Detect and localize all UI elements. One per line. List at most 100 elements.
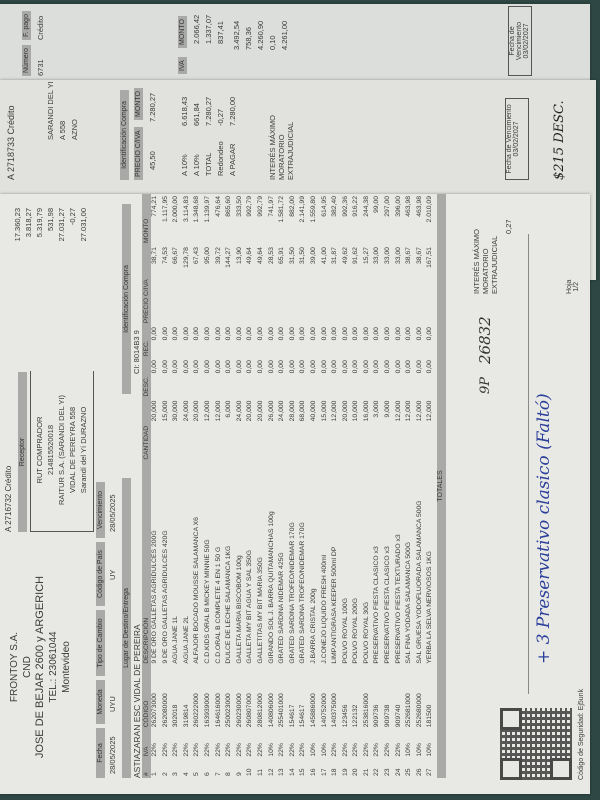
row-precio: 144,27 — [225, 247, 233, 268]
row-num: 2 — [161, 772, 169, 776]
row-codigo: 262073000 — [151, 693, 158, 728]
col-desc: DESC. — [142, 358, 151, 399]
receptor-block: A 2716732 Crédito Receptor RUT COMPRADOR… — [4, 362, 96, 532]
row-descripcion: GALLETITAS MY BIT MARIA 350G — [256, 557, 264, 664]
row-cantidad: 12,000 — [405, 400, 413, 422]
ident-ci: CI: 8014B3 9 — [132, 330, 141, 374]
p2-sum-label: A PAGAR — [228, 143, 237, 176]
row-desc: 0,00 — [151, 360, 158, 374]
row-desc: 0,00 — [384, 360, 392, 374]
row-descripcion: DULCE DE LECHE SALAMANCA 1KG — [225, 545, 233, 664]
table-row: 14 22% 154617 GRATED SARDINA TROFEO/NIDEMAR… — [289, 194, 300, 778]
row-descripcion: SAL GRUESA YODOFLUORADA SALAMANCA 500G — [415, 500, 423, 664]
iva-label: IVA — [178, 57, 187, 74]
row-iva: 22% — [203, 743, 211, 757]
col-monto: MONTO — [142, 194, 151, 246]
row-desc: 0,00 — [299, 360, 307, 374]
p2-line: A 558 — [58, 120, 67, 140]
row-num: 10 — [246, 768, 254, 776]
row-codigo: 302018 — [172, 704, 180, 728]
table-row: 18 22% 140375000 LIMP.ANTIGRASA KEEPER 500m… — [331, 194, 342, 778]
rut-value: 214815520018 — [46, 424, 55, 476]
table-row: 7 22% 164616000 C.D.ORAL B COMPLETE 4 EN 1 … — [215, 194, 226, 778]
table-row: 17 10% 140752000 J.CONEJO LIQUIDO FRESH 400… — [321, 194, 332, 778]
row-codigo: 253816000 — [362, 693, 370, 728]
handwritten-mark: 9P — [478, 376, 493, 394]
p2-sum-label: TOTAL — [204, 152, 213, 176]
row-cantidad: 68,000 — [299, 400, 307, 422]
row-monto: 916,22 — [352, 196, 360, 217]
row-codigo: 250023000 — [225, 693, 233, 728]
row-codigo: 252681000 — [405, 693, 413, 728]
row-precio: 33,00 — [394, 247, 402, 265]
p2-sum-label: A 10% — [180, 154, 189, 176]
row-rec: 0,00 — [352, 327, 360, 341]
row-monto: 774,21 — [151, 196, 158, 217]
row-iva: 22% — [161, 743, 169, 757]
row-rec: 0,00 — [331, 327, 339, 341]
row-desc: 0,00 — [203, 360, 211, 374]
row-num: 14 — [288, 768, 296, 776]
number-label: Número — [22, 45, 31, 76]
row-rec: 0,00 — [193, 327, 201, 341]
row-rec: 0,00 — [394, 327, 402, 341]
row-codigo: 260230000 — [235, 693, 243, 728]
total-value: 5.319,79 — [35, 208, 44, 238]
row-cantidad: 24,000 — [235, 400, 243, 422]
row-rec: 0,00 — [151, 327, 158, 341]
row-iva: 22% — [172, 743, 180, 757]
row-precio: 28,53 — [267, 247, 275, 265]
row-rec: 0,00 — [256, 327, 264, 341]
row-codigo: 255401000 — [278, 693, 286, 728]
row-cantidad: 28,000 — [288, 400, 296, 422]
row-desc: 0,00 — [341, 360, 349, 374]
emitter-phone: TEL.: 23061044 — [48, 631, 59, 703]
row-monto: 1.117,95 — [161, 196, 169, 222]
row-desc: 0,00 — [214, 360, 222, 374]
row-iva: 22% — [352, 743, 360, 757]
due-date: 03/02/2027 — [523, 23, 530, 59]
row-num: 8 — [225, 772, 233, 776]
row-cantidad: 9,000 — [384, 400, 392, 418]
row-precio: 33,00 — [384, 247, 392, 265]
row-precio: 13,90 — [235, 247, 243, 265]
row-monto: 2.010,09 — [426, 196, 434, 223]
table-row: 22 22% 909736 PRESERVATIVO FIESTA CLASICO x… — [373, 194, 384, 778]
row-cantidad: 12,000 — [331, 400, 339, 422]
row-rec: 0,00 — [288, 327, 296, 341]
p2-sum: 6.618,43 — [180, 96, 189, 126]
monto-label: MONTO — [178, 16, 187, 48]
row-num: 17 — [320, 768, 328, 776]
p2-interest: INTERÉS MÁXIMO MORATORIO EXTRAJUDICIAL — [268, 114, 295, 180]
row-descripcion: C.D.ORAL B COMPLETE 4 EN 1 50 G — [214, 546, 222, 664]
row-iva: 22% — [214, 743, 222, 757]
row-descripcion: GALLETA MARIA BISCOBOM 100g — [235, 555, 243, 664]
row-num: 6 — [203, 772, 211, 776]
row-descripcion: GRATED SARDINA TROFEO/NIDEMAR 170G — [288, 522, 296, 664]
row-desc: 0,00 — [278, 360, 286, 374]
row-desc: 0,00 — [405, 360, 413, 374]
row-monto: 992,79 — [256, 196, 264, 217]
row-iva: 22% — [225, 743, 233, 757]
interest-text: INTERÉS MÁXIMO MORATORIO EXTRAJUDICIAL — [472, 228, 499, 294]
row-iva: 10% — [405, 743, 413, 757]
p2-line: SARANDI DEL YI — [46, 81, 55, 140]
row-precio: 129,78 — [182, 247, 190, 268]
row-cantidad: 20,000 — [193, 400, 201, 422]
row-iva: 22% — [235, 743, 243, 757]
row-monto: 1.559,80 — [309, 196, 317, 223]
due-date-box: Fecha de Vencimiento 03/02/2027 — [508, 6, 532, 76]
qr-code — [500, 708, 572, 780]
p3-sum: 758,36 — [244, 27, 253, 50]
row-descripcion: LIMP.ANTIGRASA KEEPER 500ml DP — [331, 546, 339, 664]
row-codigo: 123456 — [341, 704, 349, 728]
vencimiento-label: Vencimiento — [96, 482, 105, 538]
row-monto: 3.114,83 — [182, 196, 190, 222]
row-descripcion: 9 DE ORO GALLETAS AGRIDULCES 420G — [161, 530, 169, 664]
row-desc: 0,00 — [193, 360, 201, 374]
row-iva: 22% — [288, 743, 296, 757]
row-desc: 0,00 — [267, 360, 275, 374]
row-iva: 22% — [299, 743, 307, 757]
row-monto: 992,79 — [246, 196, 254, 217]
